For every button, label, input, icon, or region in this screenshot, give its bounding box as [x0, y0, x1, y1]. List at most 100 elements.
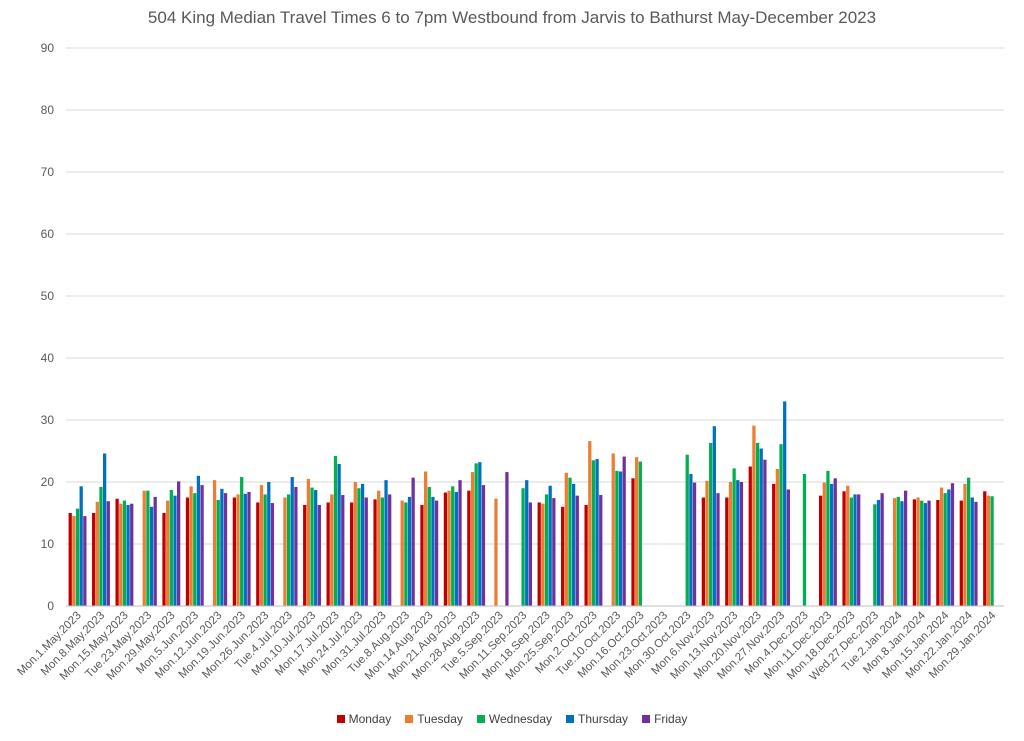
bar-wednesday — [544, 494, 549, 606]
bar-tuesday — [470, 472, 475, 606]
y-tick-label: 40 — [41, 351, 55, 365]
y-tick-label: 20 — [41, 475, 55, 489]
bar-wednesday — [779, 444, 783, 606]
bar-wednesday — [521, 488, 525, 606]
bar-monday — [912, 499, 917, 606]
bar-tuesday — [939, 487, 944, 606]
bar-monday — [373, 499, 377, 606]
bar-friday — [528, 502, 533, 606]
bar-friday — [692, 482, 697, 606]
bar-monday — [115, 498, 119, 606]
bar-wednesday — [286, 494, 291, 606]
y-tick-label: 10 — [41, 537, 55, 551]
bar-thursday — [79, 486, 83, 606]
legend-swatch — [642, 714, 651, 723]
bar-thursday — [525, 480, 529, 606]
bar-friday — [903, 490, 908, 606]
bar-monday — [959, 500, 963, 606]
bar-friday — [200, 485, 204, 606]
bar-wednesday — [146, 490, 150, 606]
bar-monday — [748, 466, 752, 606]
bar-tuesday — [494, 498, 498, 606]
bar-friday — [247, 491, 251, 606]
y-tick-label: 90 — [41, 41, 55, 55]
bar-thursday — [149, 506, 154, 606]
bar-friday — [575, 495, 579, 606]
legend-label: Friday — [654, 712, 688, 726]
bar-tuesday — [728, 482, 733, 606]
bar-wednesday — [873, 504, 877, 606]
bar-wednesday — [849, 497, 854, 606]
bar-monday — [443, 492, 448, 606]
bar-friday — [364, 497, 368, 606]
legend-item-tuesday: Tuesday — [405, 712, 463, 726]
bar-tuesday — [752, 425, 756, 606]
bar-friday — [739, 482, 744, 606]
bar-monday — [725, 497, 729, 606]
bar-thursday — [712, 426, 716, 606]
y-tick-label: 50 — [41, 289, 55, 303]
bar-friday — [622, 456, 626, 606]
bar-tuesday — [119, 503, 123, 606]
bar-friday — [223, 493, 228, 606]
bar-friday — [857, 494, 861, 606]
bar-friday — [927, 500, 931, 606]
bar-tuesday — [353, 482, 357, 606]
bar-monday — [631, 478, 635, 606]
bar-wednesday — [615, 470, 619, 606]
bar-friday — [434, 500, 439, 606]
bar-monday — [467, 490, 471, 606]
bar-friday — [786, 489, 790, 606]
legend-swatch — [566, 714, 575, 723]
y-tick-label: 70 — [41, 165, 55, 179]
bar-wednesday — [826, 470, 830, 606]
bar-wednesday — [638, 461, 642, 606]
legend-label: Tuesday — [417, 712, 463, 726]
bar-thursday — [736, 480, 740, 606]
bar-monday — [303, 504, 307, 606]
bar-tuesday — [916, 497, 920, 606]
y-tick-label: 80 — [41, 103, 55, 117]
bar-monday — [349, 502, 354, 606]
bar-friday — [317, 504, 321, 606]
bar-friday — [411, 477, 415, 606]
bar-tuesday — [447, 490, 451, 606]
bar-thursday — [548, 485, 552, 606]
bar-friday — [974, 501, 978, 606]
bar-tuesday — [259, 485, 264, 606]
bar-wednesday — [380, 497, 385, 606]
bar-friday — [153, 496, 157, 606]
bar-friday — [599, 495, 603, 606]
bar-thursday — [103, 453, 107, 606]
bar-friday — [552, 498, 556, 606]
legend-swatch — [405, 714, 414, 723]
legend-label: Wednesday — [488, 712, 553, 726]
bar-friday — [106, 501, 110, 606]
bar-tuesday — [72, 516, 76, 606]
bar-tuesday — [423, 471, 428, 606]
bar-thursday — [618, 471, 623, 606]
bar-tuesday — [306, 478, 310, 606]
bar-monday — [420, 504, 424, 606]
bar-tuesday — [611, 453, 615, 606]
bar-wednesday — [216, 499, 220, 606]
legend-item-monday: Monday — [336, 712, 392, 726]
bar-wednesday — [263, 494, 267, 606]
bar-wednesday — [685, 454, 689, 606]
bar-thursday — [783, 401, 787, 606]
bar-monday — [584, 504, 588, 606]
bar-tuesday — [986, 495, 991, 606]
legend-label: Monday — [348, 712, 392, 726]
bar-tuesday — [377, 490, 381, 606]
chart-legend: Monday Tuesday Wednesday Thursday Friday — [0, 712, 1024, 726]
bar-wednesday — [732, 468, 736, 606]
bar-tuesday — [963, 483, 967, 606]
bar-tuesday — [775, 468, 779, 606]
bar-tuesday — [705, 480, 709, 606]
legend-swatch — [336, 714, 345, 723]
bar-thursday — [970, 497, 974, 606]
bar-friday — [458, 480, 462, 606]
bar-thursday — [876, 499, 881, 606]
bar-friday — [481, 485, 486, 606]
bar-monday — [256, 502, 260, 606]
